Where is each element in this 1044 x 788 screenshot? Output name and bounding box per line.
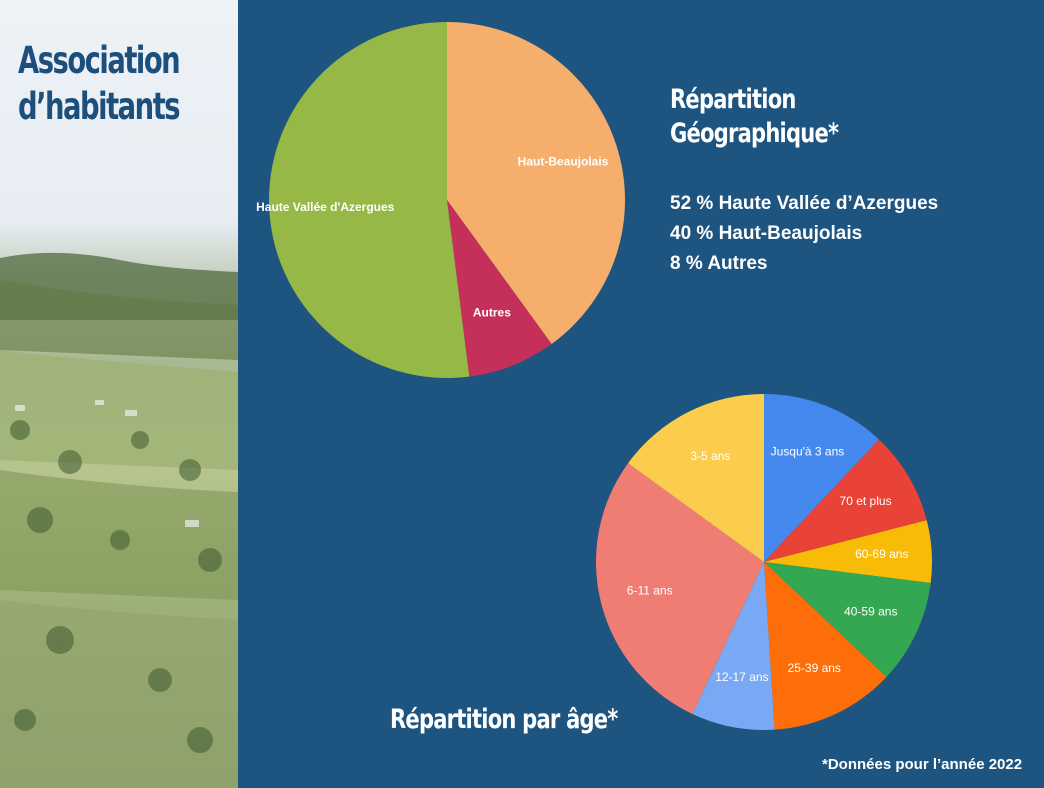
slice-autres: [447, 200, 552, 377]
label-40-59-ans: 40-59 ans: [844, 604, 897, 618]
label-jusqu-a-3-ans: Jusqu'à 3 ans: [771, 444, 845, 458]
slice-jusqu-a-3-ans: [764, 394, 880, 562]
slice-60-69-ans: [764, 520, 932, 584]
age-chart-title: Répartition par âge*: [390, 704, 618, 735]
footnote: *Données pour l’année 2022: [822, 756, 1023, 773]
geo-stat-haut-beaujolais: 40 % Haut-Beaujolais: [670, 223, 863, 244]
label-70-et-plus: 70 et plus: [840, 494, 892, 508]
label-3-5-ans: 3-5 ans: [690, 449, 730, 463]
label-60-69-ans: 60-69 ans: [855, 547, 908, 561]
tree-clusters: [10, 420, 222, 753]
slice-12-17-ans: [692, 562, 775, 730]
sidebar-title-line-2: d’habitants: [18, 85, 181, 128]
slice-25-39-ans: [764, 562, 887, 730]
label-haute-vallee-d-azergues: Haute Vallée d'Azergues: [256, 200, 395, 214]
sidebar-title: Association d’habitants: [18, 38, 181, 130]
geo-pie-chart: Haut-Beaujolais Autres Haute Vallée d'Azer…: [256, 22, 626, 378]
geo-chart-title: Répartition Géographique*: [670, 83, 839, 151]
geo-stat-autres: 8 % Autres: [670, 253, 768, 274]
slice-haut-beaujolais: [447, 22, 626, 345]
slice-haute-vallee-d-azergues: [269, 22, 470, 378]
slice-6-11-ans: [596, 463, 764, 715]
forest-band: [0, 280, 238, 360]
geo-title-line-1: Répartition: [670, 84, 796, 115]
fields-band-1: [0, 350, 238, 470]
sidebar: Association d’habitants: [0, 0, 238, 788]
geo-title-line-2: Géographique*: [670, 118, 839, 149]
village-houses: [15, 400, 199, 527]
label-12-17-ans: 12-17 ans: [715, 670, 768, 684]
label-25-39-ans: 25-39 ans: [788, 661, 841, 675]
slice-40-59-ans: [764, 562, 931, 678]
landscape-photo: [0, 252, 238, 788]
label-haut-beaujolais: Haut-Beaujolais: [518, 154, 609, 168]
geo-stats-list: 52 % Haute Vallée d’Azergues 40 % Haut-B…: [670, 189, 938, 279]
sidebar-title-line-1: Association: [18, 39, 181, 82]
slice-70-et-plus: [764, 439, 927, 562]
label-6-11-ans: 6-11 ans: [627, 584, 673, 598]
age-pie-chart: Jusqu'à 3 ans 70 et plus 60-69 ans 40-59 an…: [596, 394, 932, 730]
label-autres: Autres: [473, 306, 511, 320]
geo-stat-haute-vallee: 52 % Haute Vallée d’Azergues: [670, 193, 939, 214]
slice-3-5-ans: [628, 394, 764, 562]
